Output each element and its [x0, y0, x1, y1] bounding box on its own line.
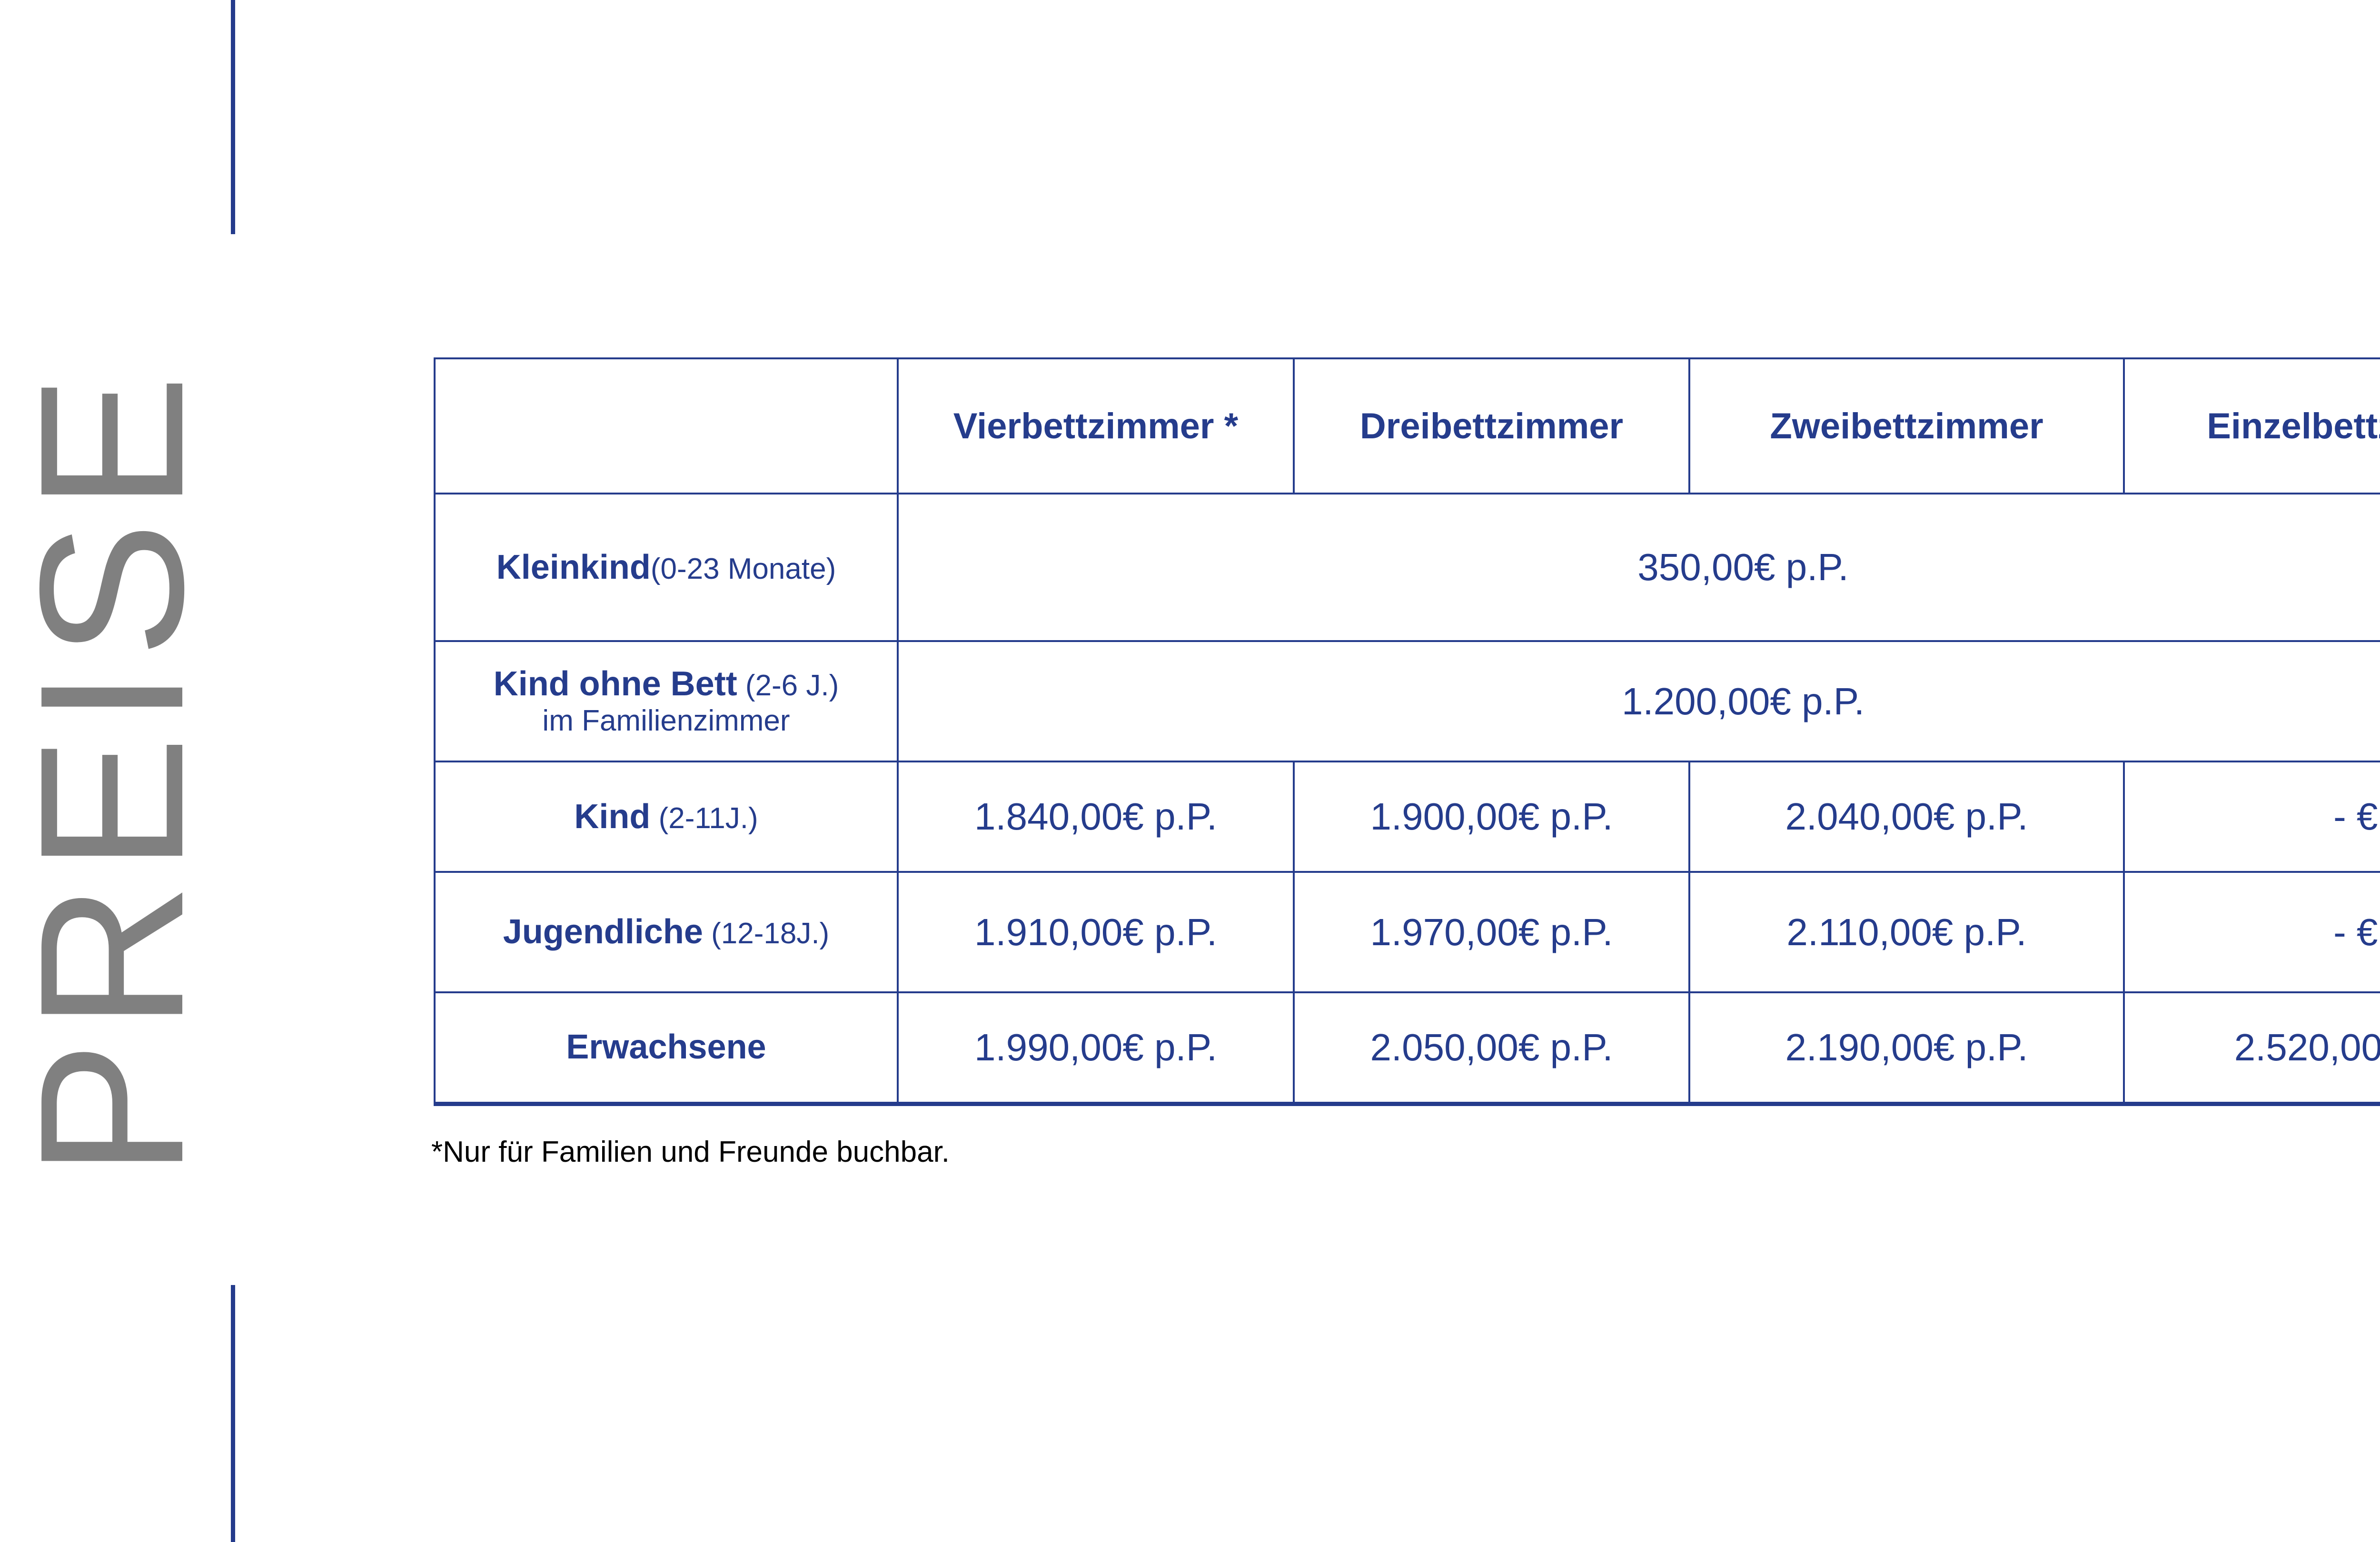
cell-jugendliche-vierbettzimmer: 1.910,00€ p.P.	[897, 871, 1295, 993]
row-label-soft: (0-23 Monate)	[650, 552, 836, 585]
page-title-preise: PREISE	[0, 364, 226, 1178]
row-label-kind: Kind (2-11J.)	[434, 761, 899, 873]
decorative-vertical-rule-bottom	[231, 1285, 235, 1542]
cell-kind-einzelbettzimmer: - €	[2123, 761, 2380, 873]
header-cell-zweibettzimmer: Zweibettzimmer	[1688, 357, 2125, 494]
cell-kleinkind-merged: 350,00€ p.P.	[897, 493, 2380, 642]
row-label-soft: (2-6 J.)	[737, 669, 839, 702]
header-cell-vierbettzimmer: Vierbettzimmer *	[897, 357, 1295, 494]
table-row: Kind ohne Bett (2-6 J.) im Familienzimme…	[434, 640, 2380, 762]
cell-kind-vierbettzimmer: 1.840,00€ p.P.	[897, 761, 1295, 873]
row-label-strong: Erwachsene	[566, 1028, 766, 1067]
row-label-sub: im Familienzimmer	[542, 704, 790, 738]
row-label-jugendliche: Jugendliche (12-18J.)	[434, 871, 899, 993]
cell-kind-ohne-bett-merged: 1.200,00€ p.P.	[897, 640, 2380, 762]
table-row: Erwachsene 1.990,00€ p.P. 2.050,00€ p.P.…	[434, 991, 2380, 1106]
row-label-strong: Kleinkind	[496, 548, 651, 586]
row-label-kind-ohne-bett: Kind ohne Bett (2-6 J.) im Familienzimme…	[434, 640, 899, 762]
row-label-strong: Kind ohne Bett	[493, 665, 737, 703]
cell-kind-zweibettzimmer: 2.040,00€ p.P.	[1688, 761, 2125, 873]
cell-erwachsene-zweibettzimmer: 2.190,00€ p.P.	[1688, 991, 2125, 1106]
cell-erwachsene-einzelbettzimmer: 2.520,00€ p.P.	[2123, 991, 2380, 1106]
row-label-erwachsene: Erwachsene	[434, 991, 899, 1106]
row-label-soft: (2-11J.)	[650, 801, 758, 835]
cell-erwachsene-dreibettzimmer: 2.050,00€ p.P.	[1293, 991, 1690, 1106]
row-label-strong: Kind	[574, 797, 651, 836]
row-label-kleinkind: Kleinkind(0-23 Monate)	[434, 493, 899, 642]
price-table: Vierbettzimmer * Dreibettzimmer Zweibett…	[434, 357, 2380, 1106]
page-wordmark-container: PREISE	[0, 0, 226, 1542]
header-cell-einzelbettzimmer: Einzelbettzimmer	[2123, 357, 2380, 494]
decorative-vertical-rule-top	[231, 0, 235, 234]
cell-jugendliche-zweibettzimmer: 2.110,00€ p.P.	[1688, 871, 2125, 993]
table-row: Kleinkind(0-23 Monate) 350,00€ p.P.	[434, 493, 2380, 642]
table-header-row: Vierbettzimmer * Dreibettzimmer Zweibett…	[434, 357, 2380, 494]
table-footnote: *Nur für Familien und Freunde buchbar.	[431, 1136, 950, 1168]
cell-erwachsene-vierbettzimmer: 1.990,00€ p.P.	[897, 991, 1295, 1106]
header-cell-dreibettzimmer: Dreibettzimmer	[1293, 357, 1690, 494]
row-label-strong: Jugendliche	[503, 913, 703, 951]
table-row: Kind (2-11J.) 1.840,00€ p.P. 1.900,00€ p…	[434, 761, 2380, 873]
header-cell-category	[434, 357, 899, 494]
table-row: Jugendliche (12-18J.) 1.910,00€ p.P. 1.9…	[434, 871, 2380, 993]
cell-jugendliche-dreibettzimmer: 1.970,00€ p.P.	[1293, 871, 1690, 993]
cell-jugendliche-einzelbettzimmer: - €	[2123, 871, 2380, 993]
row-label-soft: (12-18J.)	[703, 917, 830, 950]
cell-kind-dreibettzimmer: 1.900,00€ p.P.	[1293, 761, 1690, 873]
